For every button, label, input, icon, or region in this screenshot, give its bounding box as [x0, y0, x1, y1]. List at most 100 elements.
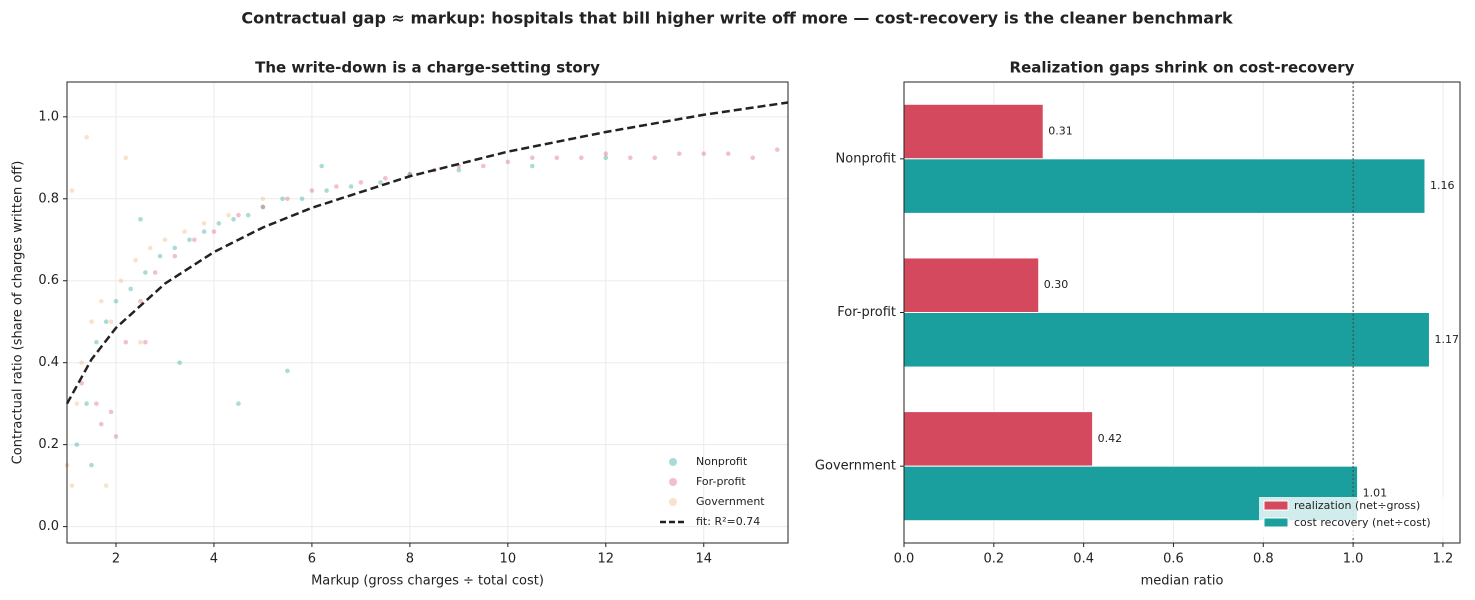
point	[725, 151, 731, 157]
y-tick-label: For-profit	[837, 305, 896, 320]
point	[378, 180, 383, 185]
point	[750, 155, 756, 161]
point	[201, 221, 207, 226]
point	[94, 339, 99, 345]
point	[69, 483, 75, 488]
x-axis-label: Markup (gross charges ÷ total cost)	[311, 574, 544, 589]
point	[79, 380, 84, 386]
point	[579, 155, 584, 161]
point	[89, 319, 94, 325]
x-axis-label: median ratio	[1141, 574, 1224, 589]
x-tick-label: 1.0	[1343, 552, 1364, 567]
legend-label: cost recovery (net÷cost)	[1294, 516, 1431, 529]
point	[201, 229, 207, 234]
axes-frame	[66, 81, 789, 544]
x-tick-label: 14	[695, 552, 712, 567]
point	[652, 155, 658, 161]
x-tick-label: 12	[598, 552, 615, 567]
point	[143, 270, 148, 275]
point	[108, 319, 114, 325]
point	[98, 298, 104, 304]
x-tick-label: 0.2	[983, 552, 1004, 567]
point	[603, 155, 609, 161]
point	[138, 339, 143, 345]
legend-marker	[669, 498, 677, 506]
value-label: 0.30	[1044, 278, 1069, 291]
x-tick-label: 2	[112, 552, 120, 567]
bar	[903, 158, 1426, 214]
value-label: 0.42	[1098, 432, 1123, 445]
point	[123, 339, 129, 345]
figure-title: Contractual gap ≈ markup: hospitals that…	[241, 9, 1233, 28]
point	[103, 319, 109, 325]
x-tick-label: 1.2	[1433, 552, 1454, 567]
point	[627, 155, 633, 161]
y-tick-label: 0.4	[38, 355, 59, 370]
point	[187, 237, 192, 243]
point	[260, 204, 266, 210]
point	[260, 196, 266, 202]
y-tick-label: 0.0	[38, 519, 59, 534]
point	[530, 163, 535, 169]
point	[128, 286, 133, 292]
bar	[903, 103, 1044, 160]
point	[138, 216, 143, 222]
x-tick-label: 0.8	[1253, 552, 1274, 567]
point	[79, 360, 84, 365]
point	[245, 212, 251, 218]
legend-marker	[1263, 517, 1289, 528]
point	[74, 442, 80, 447]
x-tick-label: 8	[406, 552, 414, 567]
y-tick-label: Nonprofit	[836, 151, 896, 166]
legend-label: Government	[696, 495, 765, 508]
point	[172, 253, 178, 259]
point	[162, 237, 168, 243]
point	[530, 155, 535, 161]
point	[299, 196, 305, 202]
bar	[903, 411, 1094, 467]
point	[226, 212, 231, 218]
x-tick-label: 10	[500, 552, 517, 567]
y-tick-label: 0.2	[38, 437, 59, 452]
legend-label: Nonprofit	[696, 455, 748, 468]
legend-marker	[1263, 500, 1289, 511]
point	[236, 401, 241, 406]
bar	[903, 257, 1040, 313]
legend-box	[1259, 497, 1454, 537]
point	[280, 196, 285, 202]
y-axis-label: Contractual ratio (share of charges writ…	[11, 161, 26, 465]
point	[554, 155, 560, 161]
point	[676, 151, 682, 157]
point	[456, 167, 462, 173]
point	[236, 212, 241, 218]
legend-marker	[669, 478, 677, 486]
bar	[903, 312, 1430, 368]
point	[89, 462, 94, 468]
point	[324, 188, 329, 193]
point	[285, 196, 290, 202]
point	[358, 180, 364, 185]
point	[774, 147, 780, 152]
x-tick-label: 4	[210, 552, 218, 567]
axes-frame	[903, 81, 1461, 544]
point	[103, 483, 109, 488]
point	[211, 229, 217, 234]
point	[152, 270, 158, 275]
x-tick-label: 0.0	[894, 552, 915, 567]
point	[348, 184, 354, 189]
point	[94, 401, 99, 406]
point	[84, 135, 89, 140]
point	[138, 298, 143, 304]
point	[133, 257, 138, 263]
point	[69, 188, 75, 193]
point	[157, 253, 163, 259]
point	[701, 151, 707, 157]
point	[182, 229, 187, 234]
y-tick-label: 0.6	[38, 273, 59, 288]
point	[216, 221, 222, 226]
x-tick-label: 0.4	[1073, 552, 1094, 567]
x-tick-label: 0.6	[1163, 552, 1184, 567]
point	[123, 155, 129, 161]
legend-label: For-profit	[696, 475, 746, 488]
